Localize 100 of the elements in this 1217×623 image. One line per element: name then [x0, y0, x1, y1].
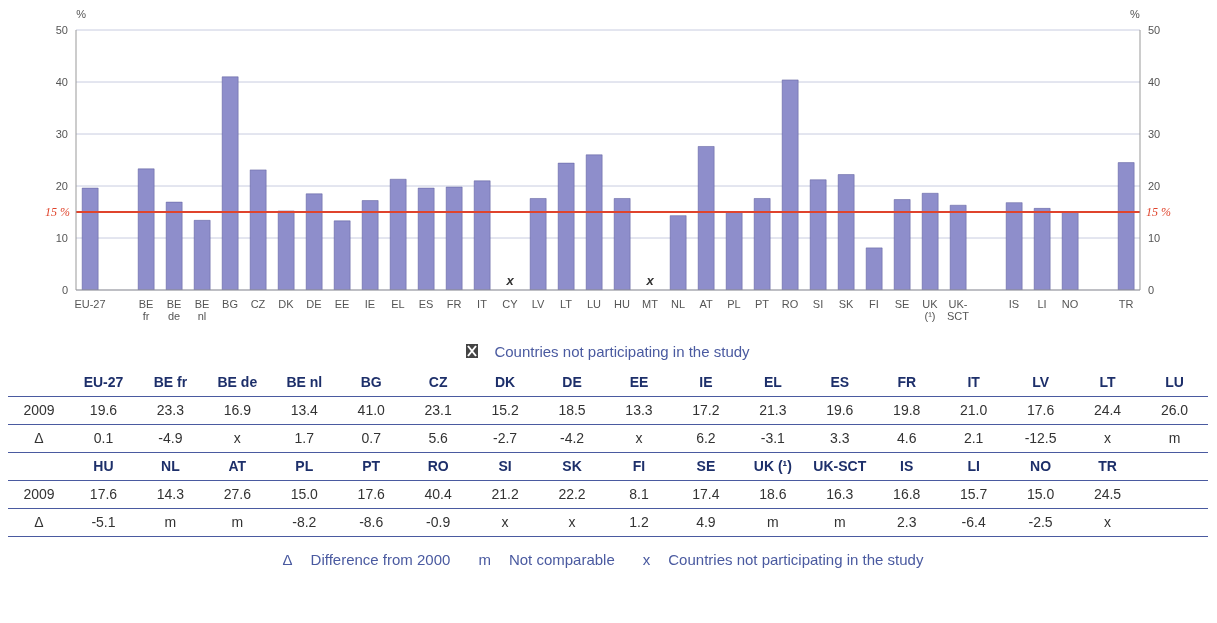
text: x	[500, 513, 510, 532]
y-tick-label: 30	[55, 127, 68, 140]
category-label: IE	[699, 373, 713, 390]
category-label: UK-SCT	[813, 458, 867, 474]
y2-tick-label: 50	[1148, 23, 1161, 36]
y-tick-label: 10	[55, 231, 68, 244]
text: -0.9	[425, 513, 452, 532]
text: 17.6	[356, 485, 386, 504]
text: Δ	[34, 514, 44, 530]
x-tick-label: UK-SCT	[947, 298, 970, 322]
text: 23.1	[423, 401, 453, 420]
annotation: x	[645, 273, 655, 288]
text: 27.6	[222, 485, 252, 504]
x-tick-label: FR	[446, 298, 462, 310]
category-label: AT	[228, 458, 247, 474]
text: -3.1	[759, 429, 786, 448]
text: 17.2	[691, 401, 721, 420]
y2-tick-label: 30	[1148, 127, 1161, 140]
text: x	[642, 550, 651, 568]
text: 6.2	[695, 429, 717, 448]
text: -8.2	[291, 513, 318, 532]
category-label: IS	[900, 458, 914, 474]
category-label: IT	[967, 373, 980, 390]
text: m	[230, 513, 245, 532]
x-tick-label: EE	[334, 298, 350, 310]
text: 23.3	[155, 401, 186, 420]
text: 13.3	[624, 401, 654, 420]
annotation: x	[505, 273, 515, 288]
text: 18.5	[557, 401, 587, 420]
text: 2.1	[962, 429, 985, 448]
x-tick-label: RO	[781, 298, 799, 310]
text: 17.6	[1025, 401, 1056, 420]
text: 15.0	[289, 485, 319, 504]
x-tick-label: FI	[869, 298, 879, 310]
text: 40.4	[423, 485, 453, 504]
text: m	[163, 513, 178, 532]
text: -5.1	[90, 513, 117, 532]
y-tick-label: 0	[61, 283, 68, 296]
category-label: SI	[498, 458, 512, 474]
x-tick-label: TR	[1118, 298, 1134, 310]
x-tick-label: NO	[1061, 298, 1079, 310]
y-axis-title: %	[76, 7, 87, 20]
text: m	[832, 513, 847, 532]
text: Difference from 2000	[310, 550, 451, 568]
text: 2009	[23, 486, 55, 502]
y-tick-label: 50	[55, 23, 68, 36]
category-label: UK (¹)	[753, 458, 792, 474]
text: Countries not participating in the study	[494, 342, 750, 360]
text: 4.9	[695, 513, 717, 532]
category-label: PT	[362, 458, 381, 474]
category-label: CZ	[428, 373, 448, 390]
x-tick-label: IS	[1008, 298, 1020, 310]
text: 16.9	[222, 401, 252, 420]
text: 4.6	[896, 429, 918, 448]
x-tick-label: PT	[754, 298, 770, 310]
text: -12.5	[1023, 429, 1058, 448]
x-tick-label: CY	[502, 298, 519, 310]
text: 1.7	[293, 429, 315, 448]
y-tick-label: 20	[55, 179, 68, 192]
category-label: SE	[696, 458, 716, 474]
text: 19.6	[88, 401, 119, 420]
category-label: FR	[897, 373, 917, 390]
x-tick-label: BE fr	[138, 298, 154, 322]
category-label: LV	[1032, 373, 1050, 390]
text: 17.6	[88, 485, 119, 504]
text: 8.1	[628, 485, 650, 504]
x-tick-label: BE de	[166, 298, 182, 322]
text: 26.0	[1159, 401, 1190, 420]
text: 21.2	[490, 485, 520, 504]
category-label: HU	[93, 458, 114, 474]
text: 3.3	[829, 429, 851, 448]
text: x	[634, 429, 644, 448]
text: 18.6	[758, 485, 788, 504]
text: 2.3	[896, 513, 918, 532]
x-tick-label: LI	[1037, 298, 1047, 310]
text: m	[1167, 429, 1182, 448]
text: -8.6	[358, 513, 385, 532]
x-tick-label: DK	[278, 298, 295, 310]
x-tick-label: LV	[531, 298, 545, 310]
category-label: BE fr	[153, 373, 188, 390]
x-tick-label: PL	[727, 298, 741, 310]
text: 1.2	[628, 513, 650, 532]
x-tick-label: HU	[614, 298, 630, 310]
text: x	[1103, 513, 1113, 532]
text: 19.8	[892, 401, 922, 420]
text: -4.2	[558, 429, 586, 448]
text: Δ	[282, 550, 293, 568]
category-label: SK	[562, 458, 582, 474]
category-label: EU-27	[83, 373, 124, 390]
text: 22.2	[557, 485, 587, 504]
x-tick-label: CZ	[250, 298, 266, 310]
text: 41.0	[356, 401, 386, 420]
text: 0.7	[360, 429, 382, 448]
x-tick-label: BG	[222, 298, 238, 310]
text: 24.4	[1092, 401, 1123, 420]
text: -2.7	[492, 429, 519, 448]
text: 15.0	[1025, 485, 1056, 504]
text: 0.1	[92, 429, 115, 448]
category-label: DE	[562, 373, 582, 390]
x-tick-label: BE nl	[194, 298, 210, 322]
